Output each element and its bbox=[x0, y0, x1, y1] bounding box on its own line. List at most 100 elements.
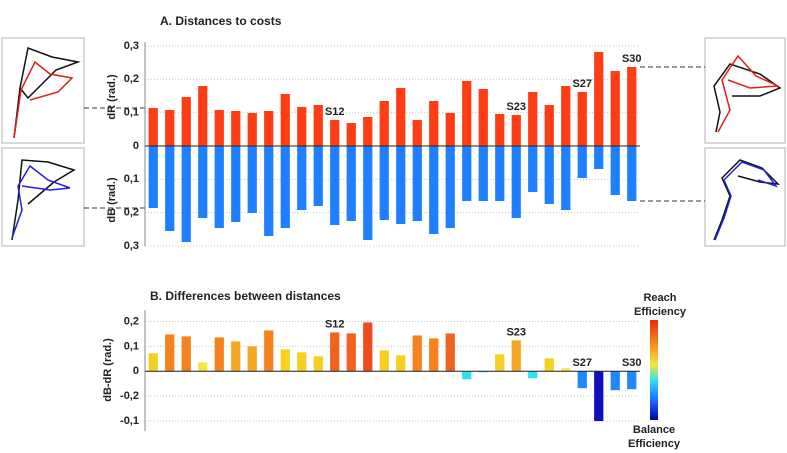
bar bbox=[214, 146, 224, 228]
bar bbox=[214, 337, 224, 372]
bar-label: S27 bbox=[572, 357, 592, 369]
bar bbox=[594, 52, 604, 146]
bar bbox=[544, 146, 554, 204]
bar bbox=[148, 108, 158, 146]
bar-label: S23 bbox=[506, 326, 526, 338]
bar bbox=[247, 113, 257, 146]
bar bbox=[396, 146, 406, 224]
bar bbox=[627, 146, 637, 201]
bar bbox=[528, 146, 538, 192]
bar bbox=[511, 115, 521, 146]
bar bbox=[264, 111, 274, 146]
bar bbox=[330, 332, 340, 372]
bar bbox=[511, 146, 521, 218]
bar bbox=[214, 110, 224, 146]
bar bbox=[165, 334, 175, 372]
bar bbox=[363, 146, 373, 240]
bar bbox=[445, 146, 455, 228]
bar bbox=[429, 338, 439, 372]
y-axis-label: dB (rad.) bbox=[106, 177, 118, 223]
bar bbox=[528, 92, 538, 146]
bar bbox=[247, 146, 257, 213]
bar bbox=[198, 86, 208, 146]
bar bbox=[379, 101, 389, 146]
bar bbox=[313, 105, 323, 146]
bar bbox=[280, 146, 290, 228]
bar bbox=[148, 353, 158, 372]
y-axis-label: dB-dR (rad.) bbox=[102, 338, 114, 402]
bar bbox=[165, 146, 175, 231]
bar bbox=[528, 371, 538, 379]
bar bbox=[610, 146, 620, 195]
y-tick-label: 0,2 bbox=[124, 315, 139, 327]
bar bbox=[231, 341, 241, 372]
bar bbox=[429, 146, 439, 234]
bar bbox=[495, 354, 505, 372]
y-tick-label: 0,3 bbox=[124, 40, 139, 52]
y-tick-label: 0,2 bbox=[124, 207, 139, 219]
bar bbox=[231, 146, 241, 222]
bar bbox=[330, 146, 340, 225]
y-tick-label: 0,1 bbox=[124, 107, 139, 119]
bar bbox=[478, 146, 488, 201]
bar bbox=[462, 371, 472, 380]
pose-panels bbox=[1, 37, 786, 247]
bar bbox=[247, 346, 257, 372]
y-tick-label: 0,2 bbox=[124, 73, 139, 85]
bar bbox=[627, 371, 637, 390]
bar bbox=[313, 146, 323, 206]
bar bbox=[445, 113, 455, 146]
bar bbox=[577, 371, 587, 389]
y-tick-label: 0,1 bbox=[124, 340, 139, 352]
bar bbox=[280, 349, 290, 372]
bar bbox=[198, 362, 208, 372]
bar bbox=[478, 89, 488, 146]
bar bbox=[379, 146, 389, 220]
bar-label: S12 bbox=[325, 318, 345, 330]
bar-label: S27 bbox=[572, 78, 592, 90]
bar bbox=[363, 322, 373, 372]
bar bbox=[363, 117, 373, 146]
bar bbox=[313, 356, 323, 372]
bar bbox=[544, 358, 554, 372]
colorbar-label: Balance bbox=[633, 424, 675, 436]
y-tick-label: 0,1 bbox=[124, 173, 139, 185]
bar-label: S12 bbox=[325, 106, 345, 118]
bar bbox=[297, 146, 307, 210]
bar bbox=[594, 146, 604, 169]
y-tick-label: 0 bbox=[133, 365, 139, 377]
colorbar-label: Efficiency bbox=[628, 438, 681, 450]
bar bbox=[412, 120, 422, 146]
bar bbox=[594, 371, 604, 422]
bar-label: S30 bbox=[622, 53, 642, 65]
bar bbox=[412, 335, 422, 372]
bar-label: S23 bbox=[506, 101, 526, 113]
colorbar-label: Reach bbox=[643, 292, 676, 304]
y-tick-label: -0,1 bbox=[120, 415, 139, 427]
bar bbox=[346, 123, 356, 146]
chart-title: A. Distances to costs bbox=[160, 14, 282, 28]
bar bbox=[495, 146, 505, 201]
bar bbox=[610, 71, 620, 146]
bar bbox=[627, 67, 637, 146]
bar bbox=[412, 146, 422, 221]
bar bbox=[396, 88, 406, 146]
bar bbox=[577, 146, 587, 178]
y-axis-label: dR (rad.) bbox=[106, 74, 118, 120]
bar bbox=[610, 371, 620, 391]
bar bbox=[297, 352, 307, 372]
bar bbox=[561, 368, 571, 372]
bar bbox=[445, 333, 455, 372]
chart-title: B. Differences between distances bbox=[150, 289, 341, 303]
bar bbox=[198, 146, 208, 218]
bar bbox=[148, 146, 158, 208]
bar bbox=[561, 146, 571, 210]
bar bbox=[280, 94, 290, 146]
colorbar-label: Efficiency bbox=[634, 306, 687, 318]
y-tick-label: 0,3 bbox=[124, 240, 139, 252]
bar bbox=[396, 355, 406, 372]
bar bbox=[511, 340, 521, 372]
y-tick-label: -0,2 bbox=[120, 390, 139, 402]
y-tick-label: 0 bbox=[133, 140, 139, 152]
